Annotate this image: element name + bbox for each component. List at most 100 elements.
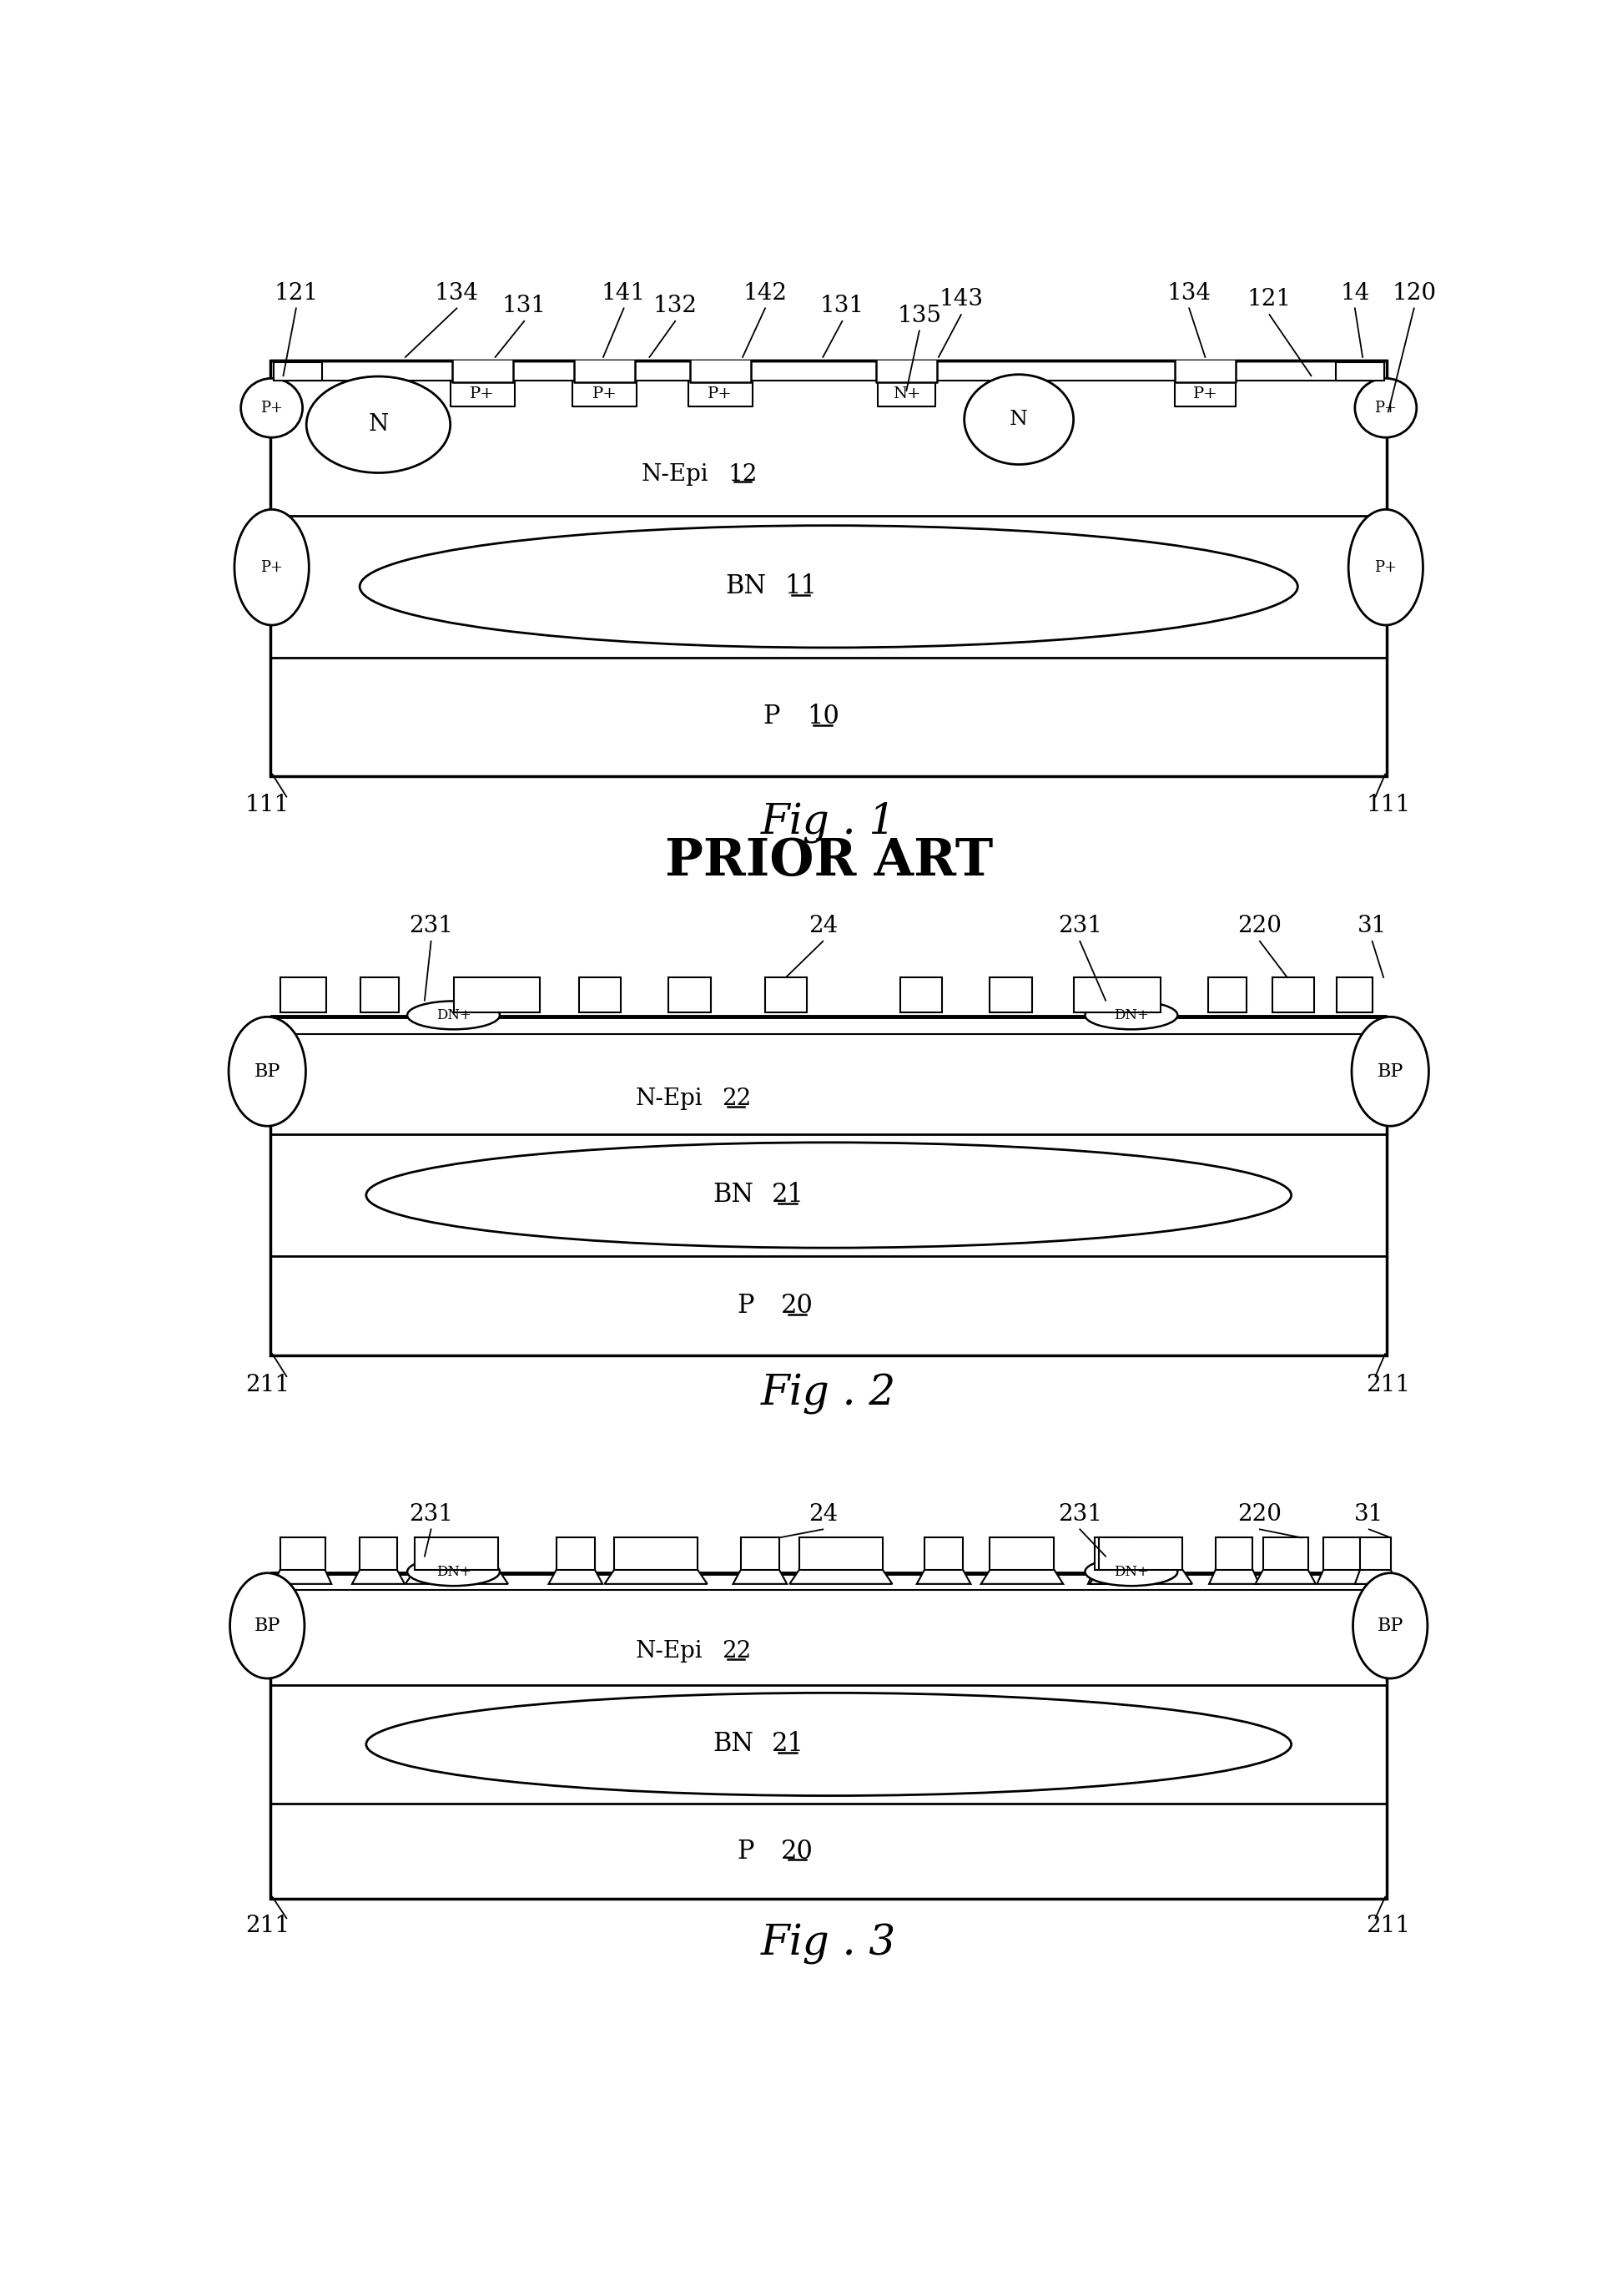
Text: P+: P+ bbox=[1374, 560, 1397, 574]
Bar bbox=[1273, 978, 1315, 1013]
Polygon shape bbox=[1210, 1570, 1260, 1584]
Bar bbox=[359, 1538, 398, 1570]
Text: PRIOR ART: PRIOR ART bbox=[665, 836, 993, 886]
Bar bbox=[1216, 1538, 1253, 1570]
Ellipse shape bbox=[234, 510, 309, 625]
Bar bbox=[280, 978, 327, 1013]
Text: BP: BP bbox=[1378, 1616, 1404, 1635]
Text: 111: 111 bbox=[1366, 794, 1410, 817]
Polygon shape bbox=[1090, 1570, 1192, 1584]
Ellipse shape bbox=[241, 379, 302, 439]
Text: N+: N+ bbox=[893, 386, 920, 402]
Polygon shape bbox=[789, 1570, 893, 1584]
Bar bbox=[453, 978, 540, 1013]
Text: 142: 142 bbox=[742, 282, 787, 305]
Text: 31: 31 bbox=[1355, 1504, 1384, 1525]
Text: P: P bbox=[737, 1293, 755, 1318]
Polygon shape bbox=[572, 381, 637, 406]
Text: P+: P+ bbox=[592, 386, 618, 402]
Ellipse shape bbox=[1353, 1573, 1428, 1678]
Text: 21: 21 bbox=[771, 1182, 804, 1208]
Ellipse shape bbox=[407, 1557, 500, 1587]
Ellipse shape bbox=[230, 1573, 304, 1678]
Bar bbox=[1336, 363, 1384, 381]
Text: BP: BP bbox=[254, 1063, 280, 1081]
Ellipse shape bbox=[1355, 379, 1416, 439]
Text: BN: BN bbox=[713, 1182, 754, 1208]
Text: 211: 211 bbox=[246, 1373, 289, 1396]
Polygon shape bbox=[917, 1570, 970, 1584]
Text: 12: 12 bbox=[728, 464, 757, 484]
Polygon shape bbox=[982, 1570, 1064, 1584]
Bar bbox=[990, 978, 1032, 1013]
Text: 231: 231 bbox=[409, 914, 453, 937]
Text: 141: 141 bbox=[602, 282, 645, 305]
Text: 24: 24 bbox=[808, 914, 838, 937]
Polygon shape bbox=[451, 360, 513, 381]
Bar bbox=[280, 1538, 325, 1570]
Text: 22: 22 bbox=[721, 1639, 750, 1662]
Text: 11: 11 bbox=[784, 574, 817, 599]
Polygon shape bbox=[687, 381, 752, 406]
Text: 21: 21 bbox=[771, 1731, 804, 1756]
Text: 211: 211 bbox=[1366, 1915, 1410, 1938]
Text: 111: 111 bbox=[246, 794, 289, 817]
Text: 31: 31 bbox=[1358, 914, 1387, 937]
Bar bbox=[1208, 978, 1247, 1013]
Text: P+: P+ bbox=[1193, 386, 1218, 402]
Polygon shape bbox=[1316, 1570, 1366, 1584]
Bar bbox=[270, 1573, 1387, 1899]
Text: 20: 20 bbox=[781, 1839, 813, 1864]
Text: DN+: DN+ bbox=[437, 1564, 471, 1580]
Text: 121: 121 bbox=[1247, 289, 1292, 310]
Text: 143: 143 bbox=[939, 289, 983, 310]
Polygon shape bbox=[1174, 381, 1235, 406]
Text: Fig . 2: Fig . 2 bbox=[762, 1373, 896, 1414]
Text: 20: 20 bbox=[781, 1293, 813, 1318]
Text: P+: P+ bbox=[708, 386, 733, 402]
Text: P: P bbox=[763, 705, 779, 730]
Bar bbox=[361, 978, 399, 1013]
Text: 121: 121 bbox=[273, 282, 319, 305]
Ellipse shape bbox=[365, 1692, 1292, 1795]
Ellipse shape bbox=[365, 1143, 1292, 1247]
Text: DN+: DN+ bbox=[437, 1008, 471, 1022]
Bar bbox=[901, 978, 941, 1013]
Bar bbox=[556, 1538, 595, 1570]
Polygon shape bbox=[1355, 1570, 1395, 1584]
Text: 120: 120 bbox=[1392, 282, 1436, 305]
Ellipse shape bbox=[1352, 1017, 1429, 1125]
Text: BP: BP bbox=[254, 1616, 280, 1635]
Text: 24: 24 bbox=[808, 1504, 838, 1525]
Ellipse shape bbox=[407, 1001, 500, 1029]
Text: 10: 10 bbox=[807, 705, 839, 730]
Text: P+: P+ bbox=[260, 400, 283, 416]
Polygon shape bbox=[1174, 360, 1235, 381]
Text: 14: 14 bbox=[1340, 282, 1370, 305]
Text: BN: BN bbox=[713, 1731, 754, 1756]
Bar bbox=[925, 1538, 964, 1570]
Bar bbox=[579, 978, 621, 1013]
Polygon shape bbox=[689, 360, 750, 381]
Ellipse shape bbox=[1085, 1557, 1177, 1587]
Bar bbox=[669, 978, 710, 1013]
Ellipse shape bbox=[228, 1017, 306, 1125]
Text: N-Epi: N-Epi bbox=[635, 1088, 702, 1109]
Text: DN+: DN+ bbox=[1114, 1564, 1148, 1580]
Text: 134: 134 bbox=[1167, 282, 1211, 305]
Text: 211: 211 bbox=[246, 1915, 289, 1938]
Text: 231: 231 bbox=[1058, 914, 1103, 937]
Bar bbox=[765, 978, 807, 1013]
Bar bbox=[416, 1538, 498, 1570]
Bar bbox=[270, 360, 1387, 776]
Text: N-Epi: N-Epi bbox=[642, 464, 708, 484]
Text: 135: 135 bbox=[897, 305, 941, 326]
Bar bbox=[273, 363, 322, 381]
Bar bbox=[1337, 978, 1373, 1013]
Ellipse shape bbox=[359, 526, 1298, 647]
Text: 134: 134 bbox=[435, 282, 479, 305]
Bar bbox=[614, 1538, 697, 1570]
Text: 131: 131 bbox=[820, 294, 865, 317]
Polygon shape bbox=[605, 1570, 707, 1584]
Text: N: N bbox=[369, 413, 388, 436]
